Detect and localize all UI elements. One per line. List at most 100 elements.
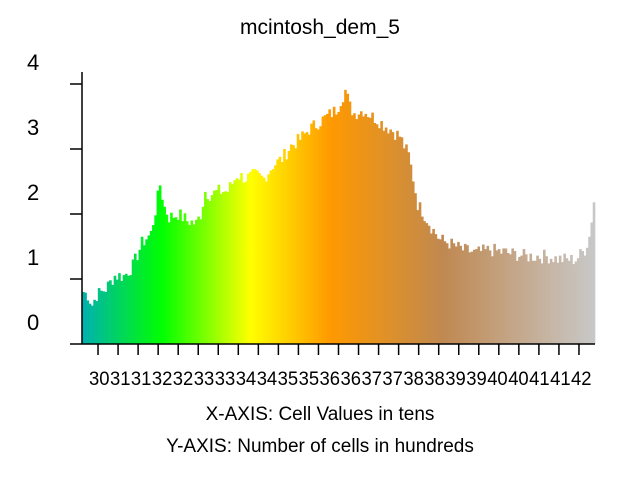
histogram-bar: [215, 189, 218, 344]
histogram-bar: [127, 275, 130, 344]
histogram-bar: [588, 236, 591, 344]
histogram-bar: [285, 159, 288, 344]
histogram-bar: [585, 247, 589, 344]
histogram-bar: [576, 258, 580, 344]
histogram-bar: [556, 262, 560, 344]
histogram-bar: [378, 128, 381, 344]
histogram-bar: [491, 256, 494, 344]
histogram-bar: [459, 245, 463, 344]
histogram-bar: [454, 246, 458, 344]
histogram-bar: [161, 199, 164, 344]
histogram-bar: [420, 216, 424, 344]
histogram-bar: [400, 137, 404, 344]
histogram-bar: [179, 209, 182, 344]
histogram-bar: [93, 299, 96, 344]
x-tick-label: 38: [424, 369, 445, 390]
histogram-bar: [495, 250, 499, 344]
histogram-bar: [427, 225, 431, 344]
histogram-bar: [549, 258, 553, 344]
histogram-bar: [190, 220, 194, 344]
histogram-bar: [106, 281, 110, 344]
histogram-bar: [124, 273, 128, 344]
histogram-bar: [280, 162, 284, 344]
histogram-bar: [389, 129, 392, 344]
histogram-bar: [109, 280, 112, 344]
histogram-bar: [579, 249, 582, 344]
histogram-bar: [359, 111, 363, 344]
histogram-bar: [362, 116, 365, 344]
histogram-bar: [468, 252, 472, 344]
histogram-bar: [540, 263, 544, 344]
histogram-bar: [357, 114, 361, 344]
x-tick-label: 32: [152, 369, 173, 390]
histogram-bar: [563, 253, 566, 344]
histogram-bar: [131, 259, 135, 344]
histogram-bar: [448, 248, 451, 344]
x-tick-label: 37: [382, 369, 403, 390]
histogram-bar: [409, 164, 413, 344]
histogram-bar: [240, 173, 243, 344]
histogram-bar: [418, 202, 422, 344]
histogram-bar: [294, 148, 298, 344]
histogram-bar: [219, 193, 223, 344]
histogram-bar: [574, 261, 578, 344]
histogram-bar: [545, 256, 548, 344]
histogram-bar: [235, 178, 239, 344]
histogram-bar: [174, 217, 178, 344]
histogram-bar: [228, 182, 232, 344]
histogram-bar: [457, 241, 460, 344]
histogram-bar: [323, 115, 327, 344]
histogram-bar: [167, 222, 171, 344]
histogram-bar: [518, 256, 521, 344]
x-tick-label: 34: [257, 369, 278, 390]
histogram-bar: [154, 215, 157, 344]
histogram-bar: [461, 250, 465, 344]
histogram-bar: [330, 117, 334, 345]
histogram-bar: [265, 181, 268, 344]
x-tick-label: 39: [466, 369, 487, 390]
histogram-bar: [472, 249, 476, 344]
x-tick-label: 40: [487, 369, 508, 390]
histogram-bar: [561, 262, 564, 344]
histogram-bar: [113, 275, 117, 344]
histogram-bar: [411, 181, 415, 344]
histogram-bar: [552, 262, 555, 344]
histogram-bar: [321, 116, 325, 344]
histogram-bar: [366, 117, 370, 345]
histogram-bar: [486, 245, 490, 344]
y-axis: 0 1 2 3 4: [27, 50, 83, 345]
histogram-bar: [204, 191, 207, 344]
histogram-bar: [244, 181, 248, 344]
histogram-bar: [565, 258, 569, 344]
histogram-bar: [443, 241, 447, 344]
histogram-bar: [188, 225, 191, 344]
histogram-bar: [502, 248, 505, 344]
histogram-bar: [391, 132, 395, 344]
histogram-bar: [242, 182, 246, 344]
histogram-bar: [369, 117, 372, 344]
histogram-bar: [416, 210, 420, 344]
y-tick-label: 3: [27, 115, 39, 140]
histogram-bar: [506, 253, 510, 344]
histogram-bar: [536, 255, 539, 344]
histogram-bar: [88, 303, 92, 344]
x-tick-label: 35: [299, 369, 320, 390]
histogram-bar: [543, 249, 546, 344]
y-tick-label: 4: [27, 50, 39, 75]
histogram-bar: [452, 243, 456, 344]
histogram-bar: [262, 177, 266, 344]
histogram-bar: [310, 123, 313, 345]
histogram-bar: [353, 113, 356, 344]
histogram-bar: [402, 148, 406, 344]
histogram-bar: [301, 131, 304, 344]
histogram-bar: [554, 256, 557, 344]
histogram-bar: [312, 120, 316, 345]
histogram-bar: [140, 236, 144, 344]
histogram-bar: [206, 199, 209, 344]
histogram-bar: [337, 111, 340, 344]
x-tick-label: 31: [110, 369, 131, 390]
histogram-bar: [355, 119, 359, 344]
bar-series: [82, 89, 596, 345]
histogram-bar: [398, 136, 401, 344]
